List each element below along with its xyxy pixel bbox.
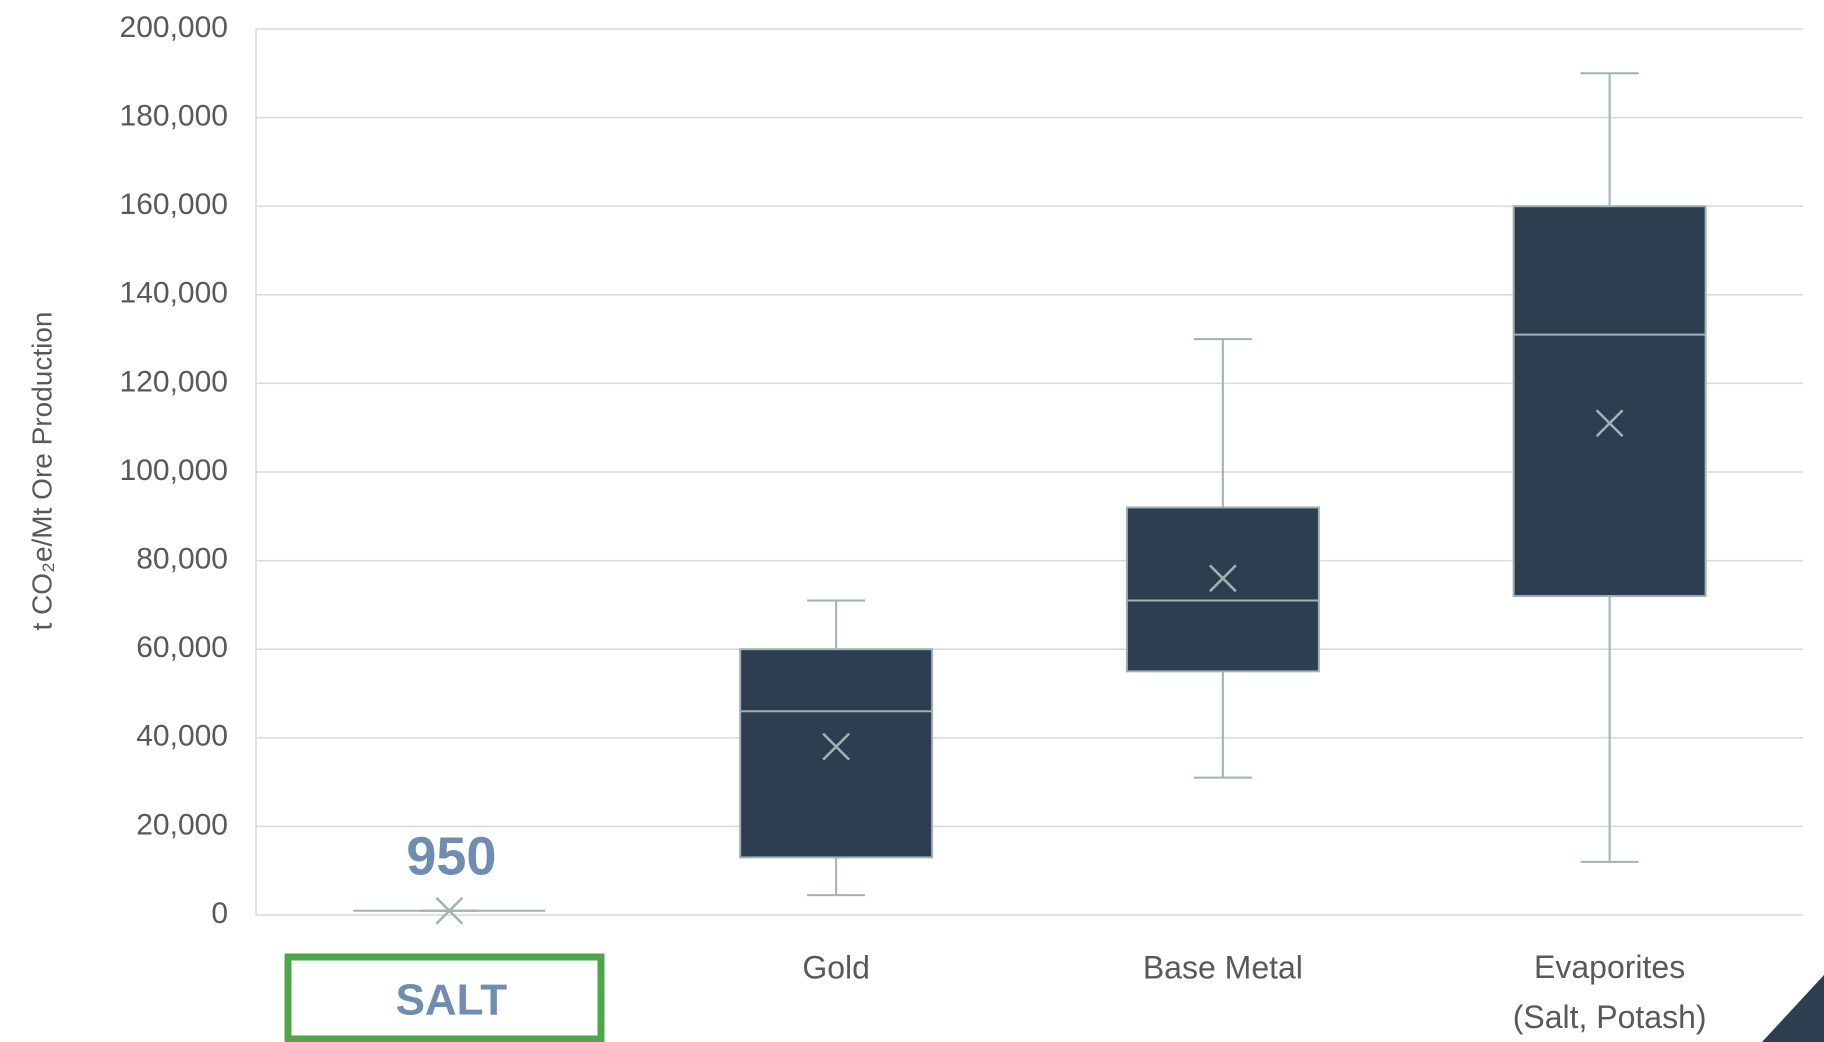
y-tick-label: 0 [211,897,228,930]
mean-marker [1208,564,1237,593]
x-tick-label: Base Metal [1143,949,1303,985]
x-tick-label: Gold [802,949,870,985]
x-tick-label: SALT [396,976,508,1025]
box [739,648,934,859]
y-tick-label: 40,000 [136,720,228,753]
y-axis-label: t CO₂e/Mt Ore Production [26,312,57,631]
y-tick-label: 60,000 [136,631,228,664]
value-label: 950 [406,826,496,886]
y-tick-label: 120,000 [120,365,228,398]
y-tick-label: 180,000 [120,100,228,133]
y-tick-label: 100,000 [120,454,228,487]
y-tick-label: 200,000 [120,11,228,44]
mean-marker [822,732,851,761]
mean-marker [435,896,464,925]
y-tick-label: 20,000 [136,808,228,841]
box [1512,205,1707,598]
box [1125,506,1320,673]
y-tick-label: 160,000 [120,188,228,221]
x-tick-label: Evaporites (Salt, Potash) [1513,949,1707,1035]
y-tick-label: 80,000 [136,543,228,576]
mean-marker [1595,409,1624,438]
y-tick-label: 140,000 [120,277,228,310]
highlight-box [284,953,605,1042]
corner-decoration [1762,975,1824,1042]
